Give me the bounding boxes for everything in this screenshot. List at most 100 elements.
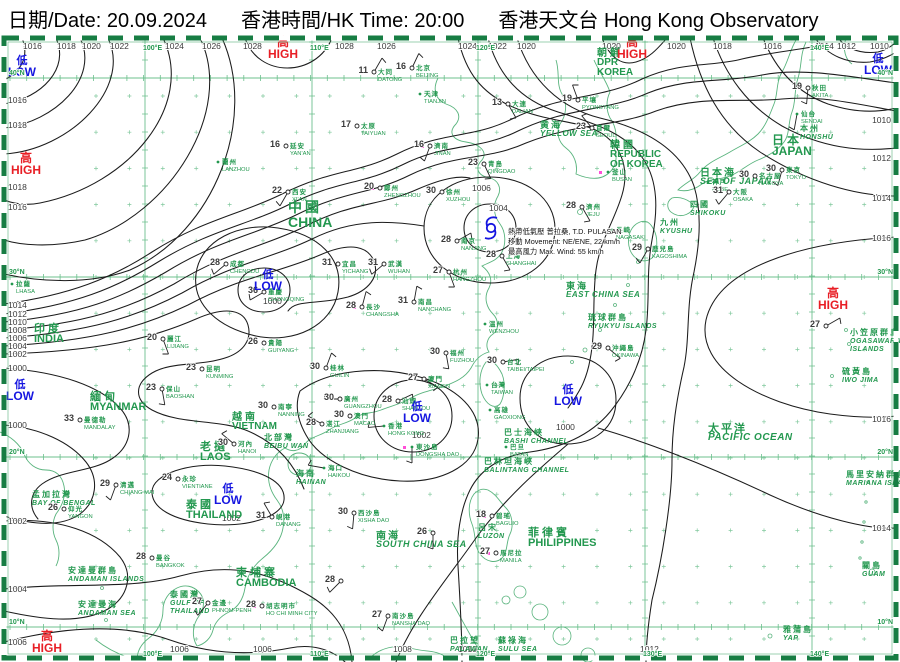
country-label-en: VIETNAM [232, 421, 277, 432]
station-temp: 23 [576, 121, 586, 131]
station-circle [446, 269, 452, 275]
high-en: HIGH [268, 47, 298, 61]
wind-barb [502, 358, 520, 366]
region-label-en: SULU SEA [498, 646, 537, 653]
high-zh: 高 [41, 628, 53, 643]
station-name-en: HANOI [238, 449, 257, 455]
station-name-en: ZHENGZHOU [384, 193, 421, 199]
island [868, 568, 876, 576]
station-name-zh: 濟州 [586, 202, 601, 211]
station-temp: 30 [334, 409, 344, 419]
station-name-en: DONGSHA DAO [416, 452, 460, 458]
longitude-label-bottom: 100°E [143, 650, 162, 658]
isobar-value-left: 1006 [8, 333, 27, 343]
region-label-zh: 安達曼海 [78, 599, 118, 609]
station-name-en: WUHAN [388, 269, 410, 275]
wind-barb [373, 57, 387, 73]
station-temp: 28 [246, 599, 256, 609]
station-name-zh: 汕頭 [402, 396, 417, 405]
country-label-zh: 印度 [34, 321, 62, 335]
latitude-label-left: 30°N [9, 268, 25, 276]
station-dot [216, 160, 220, 164]
station-name-en: GUIYANG [268, 348, 295, 354]
isobar-value-left: 1006 [8, 637, 27, 647]
isobar-value-right: 1016 [872, 414, 891, 424]
region-label-en: SEA OF JAPAN [700, 176, 772, 186]
region-label-en: ANDAMAN ISLANDS [67, 576, 144, 583]
isobar-value-top: 1028 [335, 41, 354, 51]
station-dot [795, 112, 799, 116]
region-label-zh: 呂宋 [478, 522, 498, 532]
station-circle [605, 345, 611, 351]
station-name-zh: 秋田 [812, 83, 827, 92]
station-name-en: TAIBEI/TAIPEI [507, 367, 545, 373]
low-en: LOW [214, 493, 243, 507]
region-label-zh: 巴林坦海峽 [484, 456, 534, 466]
wind-barb [307, 459, 325, 469]
station-name-en: KUNMING [206, 374, 234, 380]
station-temp: 30 [739, 169, 749, 179]
dewpoint-mark [403, 446, 406, 449]
country-label-zh: 越南 [231, 410, 258, 423]
country-label-en: REPUBLIC [610, 149, 661, 160]
wind-barb [442, 352, 450, 370]
country-label-en: CAMBODIA [236, 577, 297, 589]
isobar-value-right: 1016 [872, 233, 891, 243]
isobar-value-top: 1022 [110, 41, 129, 51]
map-frame [1, 35, 899, 661]
station-name-en: HO CHI MINH CITY [266, 611, 318, 617]
low-en: LOW [8, 65, 37, 79]
station-circle [175, 476, 181, 482]
station-circle [347, 413, 353, 419]
isobar-value-left: 1000 [8, 420, 27, 430]
station-circle [149, 555, 155, 561]
station-circle [752, 173, 758, 179]
high-zh: 高 [827, 285, 839, 300]
region-label-zh: 孟加拉灣 [32, 489, 72, 499]
region-label-en: ISLANDS [850, 346, 884, 353]
station-temp: 18 [476, 509, 486, 519]
high-en: HIGH [32, 641, 62, 655]
station-name-en: NANCHANG [418, 307, 452, 313]
station-name-zh: 巴旦 [510, 443, 525, 451]
isobar-line [762, 37, 897, 112]
station-name-zh: 沖繩島 [612, 343, 635, 352]
station-circle [259, 603, 265, 609]
country-label-en: THAILAND [186, 509, 242, 521]
station-circle [500, 359, 506, 365]
isobar-value-left: 1018 [8, 182, 27, 192]
region-label-zh: 關島 [862, 560, 882, 570]
station-name-en: DALIAN [512, 109, 533, 115]
lat-lon-grid [4, 38, 896, 658]
isobar-line [814, 37, 897, 63]
wind-barb [801, 87, 809, 105]
station-temp: 30 [426, 185, 436, 195]
station-temp: 36 [248, 285, 258, 295]
island [626, 283, 630, 287]
station-name-en: KOBE [712, 187, 728, 193]
isobar-line [3, 628, 346, 662]
station-name-en: CHONGQING [268, 297, 305, 303]
region-label-en: RYUKYU ISLANDS [588, 323, 657, 330]
station-name-zh: 名古屋 [759, 171, 782, 180]
isobar-value-top: 1020 [602, 41, 621, 51]
station-temp: 20 [364, 181, 374, 191]
station-name-zh: 曼德勒 [84, 415, 107, 424]
station-name-zh: 成都 [230, 259, 245, 268]
isobar-line [3, 176, 471, 331]
station-name-zh: 峴港 [276, 512, 291, 521]
station-temp: 27 [480, 546, 490, 556]
station-name-en: CHANGSHA [366, 312, 399, 318]
station-name-en: OSAKA [733, 197, 753, 203]
station-temp: 30 [487, 355, 497, 365]
